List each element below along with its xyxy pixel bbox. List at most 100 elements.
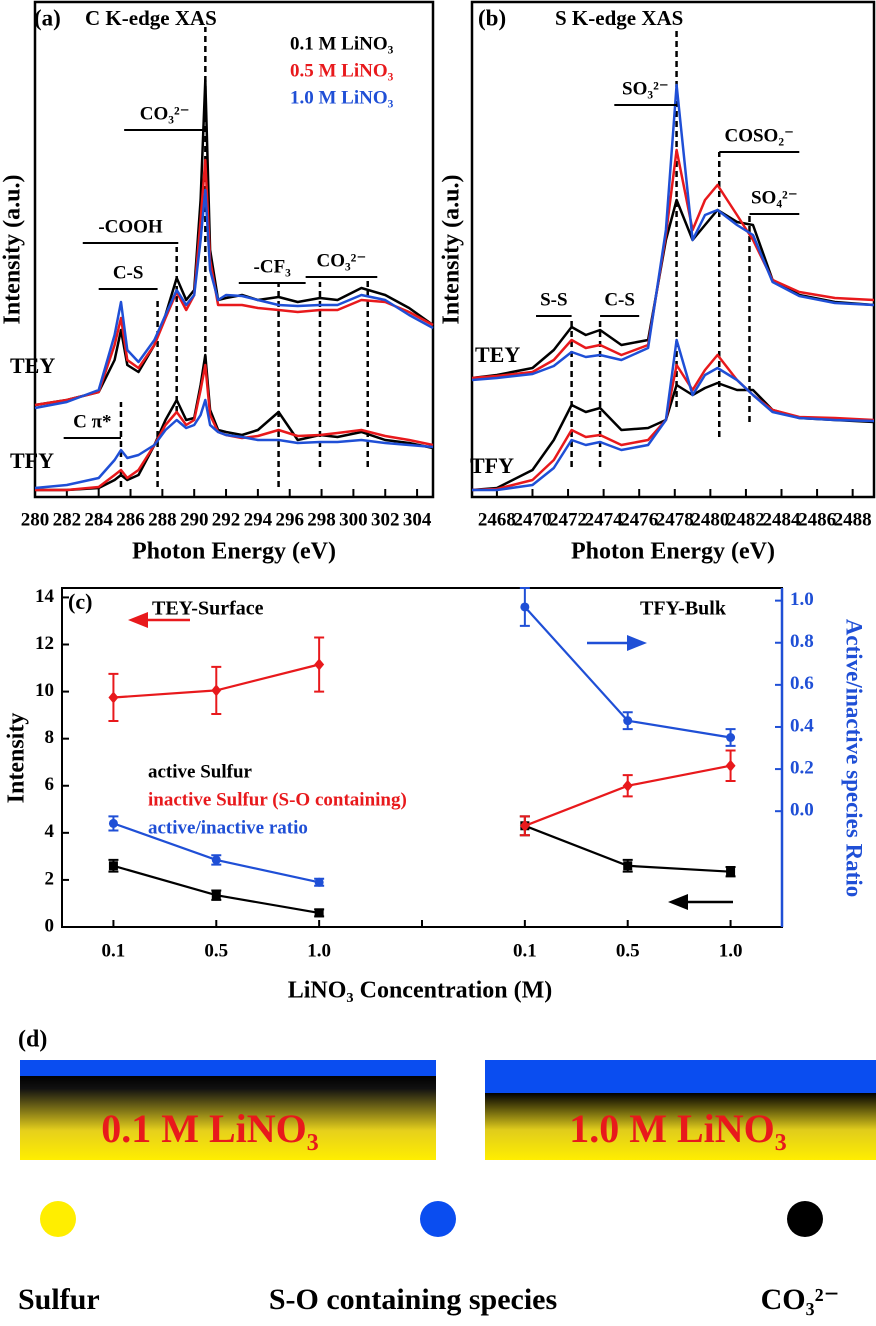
so-layer bbox=[20, 1060, 436, 1076]
y-tick-label: 14 bbox=[35, 586, 55, 607]
annotation-label: TEY-Surface bbox=[152, 598, 264, 620]
legend-swatch bbox=[420, 1201, 456, 1237]
spectrum-line bbox=[471, 353, 875, 492]
x-tick-label: 296 bbox=[275, 509, 304, 530]
x-tick-label: 1.0 bbox=[307, 940, 331, 961]
x-tick-label: 294 bbox=[244, 509, 273, 530]
signal-label: TEY bbox=[475, 342, 520, 367]
x-tick-label: 302 bbox=[371, 509, 400, 530]
point bbox=[211, 855, 221, 865]
legend-label: inactive Sulfur (S-O containing) bbox=[148, 789, 407, 810]
point bbox=[622, 779, 633, 792]
x-axis-label: Photon Energy (eV) bbox=[132, 539, 336, 565]
y2-axis-label: Active/inactive species Ratio bbox=[842, 619, 867, 897]
x-axis-label: LiNO₃ Concentration (M) bbox=[288, 978, 553, 1004]
y-axis-label: Intensity (a.u.) bbox=[439, 174, 465, 324]
legend-label: active Sulfur bbox=[148, 761, 253, 782]
spectrum-line bbox=[35, 363, 434, 492]
panel-label: (d) bbox=[18, 1027, 47, 1053]
legend-label: Sulfur bbox=[18, 1283, 100, 1316]
x-tick-label: 280 bbox=[21, 509, 50, 530]
signal-label: TEY bbox=[10, 353, 55, 378]
point bbox=[520, 602, 530, 612]
point bbox=[623, 861, 633, 871]
point bbox=[108, 861, 118, 871]
spectrum-line bbox=[471, 198, 875, 380]
spectrum-line bbox=[471, 381, 875, 492]
y-tick-label: 12 bbox=[35, 633, 54, 654]
x-tick-label: 2468 bbox=[478, 509, 516, 530]
y2-tick-label: 0.2 bbox=[790, 757, 814, 778]
point bbox=[211, 890, 221, 900]
plot-frame bbox=[33, 0, 435, 499]
point bbox=[519, 819, 530, 832]
y-tick-label: 10 bbox=[35, 680, 54, 701]
x-tick-label: 304 bbox=[403, 509, 432, 530]
x-tick-label: 282 bbox=[53, 509, 82, 530]
x-tick-label: 0.5 bbox=[616, 940, 640, 961]
annotation-label: C-S bbox=[113, 262, 144, 283]
spectrum-line bbox=[471, 83, 875, 382]
annotation-label: C π* bbox=[73, 411, 111, 432]
annotation-label: COSO₂⁻ bbox=[724, 125, 794, 146]
y-tick-label: 0 bbox=[45, 915, 55, 936]
y2-tick-label: 0.6 bbox=[790, 673, 814, 694]
x-tick-label: 0.5 bbox=[204, 940, 228, 961]
arrows bbox=[128, 612, 733, 910]
legend-label: active/inactive ratio bbox=[148, 817, 308, 838]
x-tick-label: 290 bbox=[180, 509, 209, 530]
annotation-label: CO₃²⁻ bbox=[316, 250, 366, 271]
point bbox=[314, 877, 324, 887]
spectrum-line bbox=[35, 353, 434, 492]
x-tick-label: 2476 bbox=[620, 509, 658, 530]
point bbox=[623, 716, 633, 726]
annotation-label: -COOH bbox=[98, 216, 163, 237]
x-tick-label: 2482 bbox=[727, 509, 765, 530]
legend-swatch bbox=[40, 1201, 76, 1237]
diagram: (d) 0.1 M LiNO₃ 1.0 M LiNO₃ Sulfur S-O c… bbox=[18, 1027, 876, 1316]
annotation-label: -CF₃ bbox=[254, 256, 292, 277]
legend-swatch bbox=[787, 1201, 823, 1237]
spectrum-line bbox=[34, 78, 434, 407]
x-tick-label: 2486 bbox=[798, 509, 836, 530]
panel-text: 1.0 M LiNO₃ bbox=[569, 1106, 787, 1151]
spectrum-line bbox=[471, 148, 875, 380]
x-tick-label: 1.0 bbox=[719, 940, 743, 961]
x-tick-label: 286 bbox=[116, 509, 145, 530]
x-axis-label: Photon Energy (eV) bbox=[571, 539, 775, 565]
spectrum-line bbox=[472, 338, 875, 492]
x-tick-label: 292 bbox=[212, 509, 241, 530]
x-tick-label: 0.1 bbox=[102, 940, 126, 961]
legend-label: 0.1 M LiNO₃ bbox=[290, 33, 394, 54]
point bbox=[314, 658, 325, 671]
annotation-label: CO₃²⁻ bbox=[140, 103, 190, 124]
y2-tick-label: 1.0 bbox=[790, 589, 814, 610]
sulfur-layer bbox=[485, 1093, 876, 1160]
x-tick-label: 298 bbox=[307, 509, 336, 530]
spectrum-line bbox=[34, 158, 434, 407]
legend-label: 1.0 M LiNO₃ bbox=[290, 87, 394, 108]
x-tick-label: 288 bbox=[148, 509, 177, 530]
y-tick-label: 4 bbox=[45, 821, 55, 842]
x-tick-label: 2488 bbox=[834, 509, 872, 530]
annotation-label: TFY-Bulk bbox=[640, 598, 727, 620]
signal-label: TFY bbox=[10, 448, 54, 473]
legend-label: S-O containing species bbox=[269, 1283, 557, 1316]
x-tick-label: 2470 bbox=[513, 509, 551, 530]
y2-tick-label: 0.0 bbox=[790, 800, 814, 821]
panel-label: (c) bbox=[68, 589, 92, 614]
y2-tick-label: 0.8 bbox=[790, 631, 814, 652]
y2-tick-label: 0.4 bbox=[790, 715, 814, 736]
plot-frame bbox=[61, 587, 783, 928]
chart-title: C K-edge XAS bbox=[85, 6, 217, 30]
x-tick-label: 2474 bbox=[585, 509, 624, 530]
annotation-label: C-S bbox=[604, 289, 635, 310]
panel-label: (a) bbox=[34, 5, 61, 30]
arrow-head bbox=[668, 894, 688, 910]
x-tick-label: 300 bbox=[339, 509, 368, 530]
point bbox=[108, 691, 119, 704]
x-tick-label: 0.1 bbox=[513, 940, 537, 961]
spectrum-line bbox=[34, 398, 434, 490]
y-tick-label: 2 bbox=[45, 868, 55, 889]
point bbox=[211, 684, 222, 697]
